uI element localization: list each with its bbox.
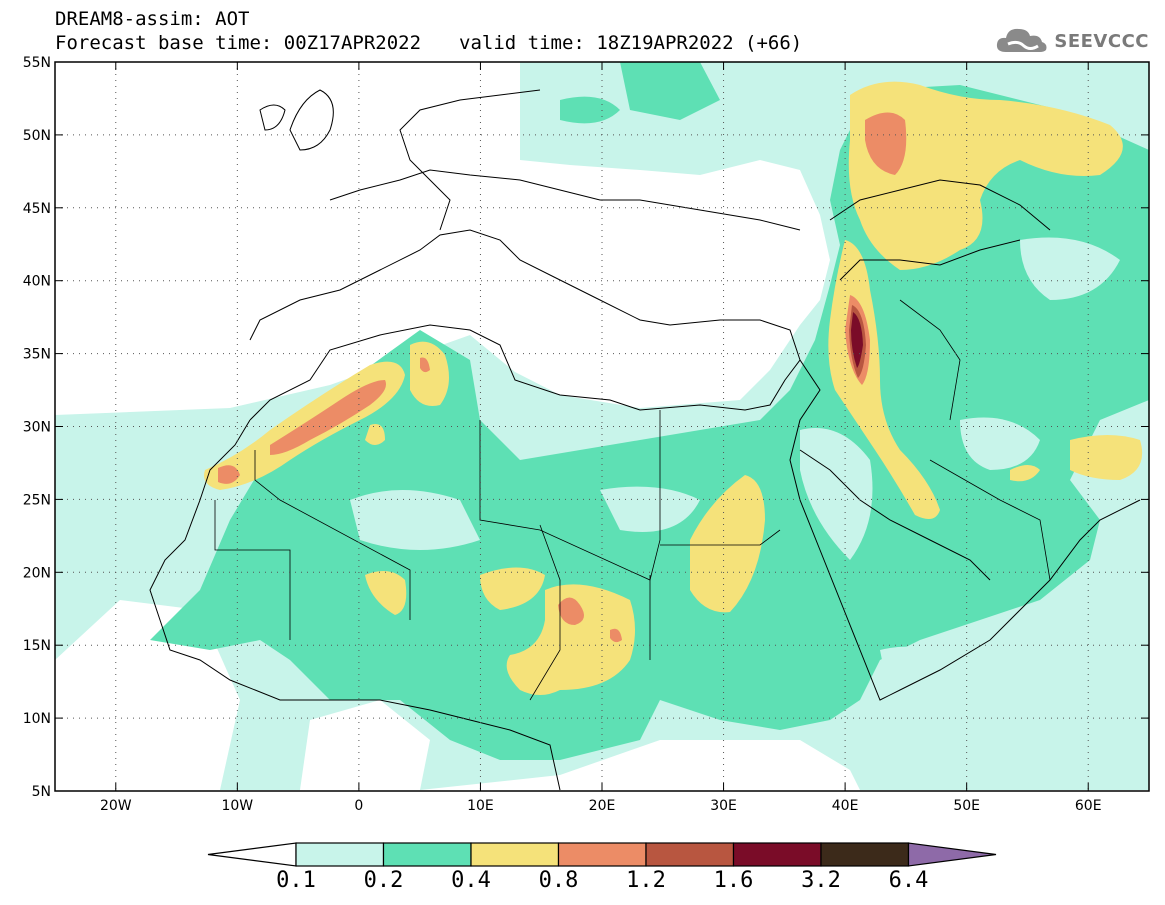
lat-label: 30N bbox=[23, 420, 51, 436]
lat-label: 20N bbox=[23, 565, 51, 581]
colorbar-label: 1.2 bbox=[626, 868, 666, 893]
colorbar-under-arrow bbox=[207, 842, 297, 867]
colorbar-label: 0.8 bbox=[538, 868, 579, 893]
country-borders bbox=[214, 299, 1051, 701]
grid-lines bbox=[55, 62, 1149, 791]
longitude-labels: 20W 10W 0 10E 20E 30E 40E 50E 60E bbox=[100, 798, 1102, 814]
lat-label: 15N bbox=[23, 638, 51, 654]
lon-label: 0 bbox=[354, 798, 363, 814]
axis-ticks bbox=[55, 61, 1149, 792]
valid-time: valid time: 18Z19APR2022 (+66) bbox=[459, 32, 803, 54]
lon-label: 20W bbox=[100, 798, 132, 814]
lat-label: 50N bbox=[23, 128, 51, 144]
aot-field bbox=[55, 62, 1149, 790]
lat-label: 45N bbox=[23, 201, 51, 217]
lat-label: 10N bbox=[23, 711, 51, 727]
colorbar bbox=[207, 842, 997, 867]
lon-label: 10E bbox=[467, 798, 494, 814]
colorbar-label: 0.2 bbox=[363, 868, 404, 893]
seevccc-logo: SEEVCCC bbox=[994, 24, 1149, 58]
base-time: Forecast base time: 00Z17APR2022 bbox=[55, 32, 422, 54]
lat-label: 5N bbox=[32, 784, 51, 800]
latitude-labels: 55N 50N 45N 40N 35N 30N 25N 20N 15N 10N 5N bbox=[23, 55, 51, 800]
colorbar-over-arrow bbox=[907, 842, 997, 867]
cloud-icon bbox=[997, 28, 1047, 52]
colorbar-label: 0.4 bbox=[451, 868, 491, 893]
lon-label: 20E bbox=[589, 798, 616, 814]
lon-label: 60E bbox=[1075, 798, 1102, 814]
lon-label: 10W bbox=[221, 798, 253, 814]
lat-label: 55N bbox=[23, 55, 51, 71]
colorbar-segment bbox=[295, 842, 385, 867]
logo-text: SEEVCCC bbox=[1054, 30, 1149, 52]
colorbar-segment bbox=[732, 842, 822, 867]
lat-label: 40N bbox=[23, 274, 51, 290]
lat-label: 35N bbox=[23, 347, 51, 363]
map-title: DREAM8-assim: AOT bbox=[55, 8, 250, 30]
colorbar-label: 6.4 bbox=[888, 868, 929, 893]
time-info: Forecast base time: 00Z17APR2022 valid ti… bbox=[55, 32, 802, 54]
colorbar-segment bbox=[557, 842, 647, 867]
colorbar-segment bbox=[645, 842, 735, 867]
lon-label: 50E bbox=[953, 798, 980, 814]
lon-label: 30E bbox=[710, 798, 737, 814]
colorbar-label: 3.2 bbox=[801, 868, 841, 893]
colorbar-label: 0.1 bbox=[276, 868, 316, 893]
lat-label: 25N bbox=[23, 492, 51, 508]
coastlines bbox=[149, 89, 1141, 791]
lon-label: 40E bbox=[832, 798, 859, 814]
colorbar-segment bbox=[470, 842, 560, 867]
colorbar-label: 1.6 bbox=[713, 868, 754, 893]
colorbar-segment bbox=[820, 842, 910, 867]
colorbar-segment bbox=[382, 842, 472, 867]
